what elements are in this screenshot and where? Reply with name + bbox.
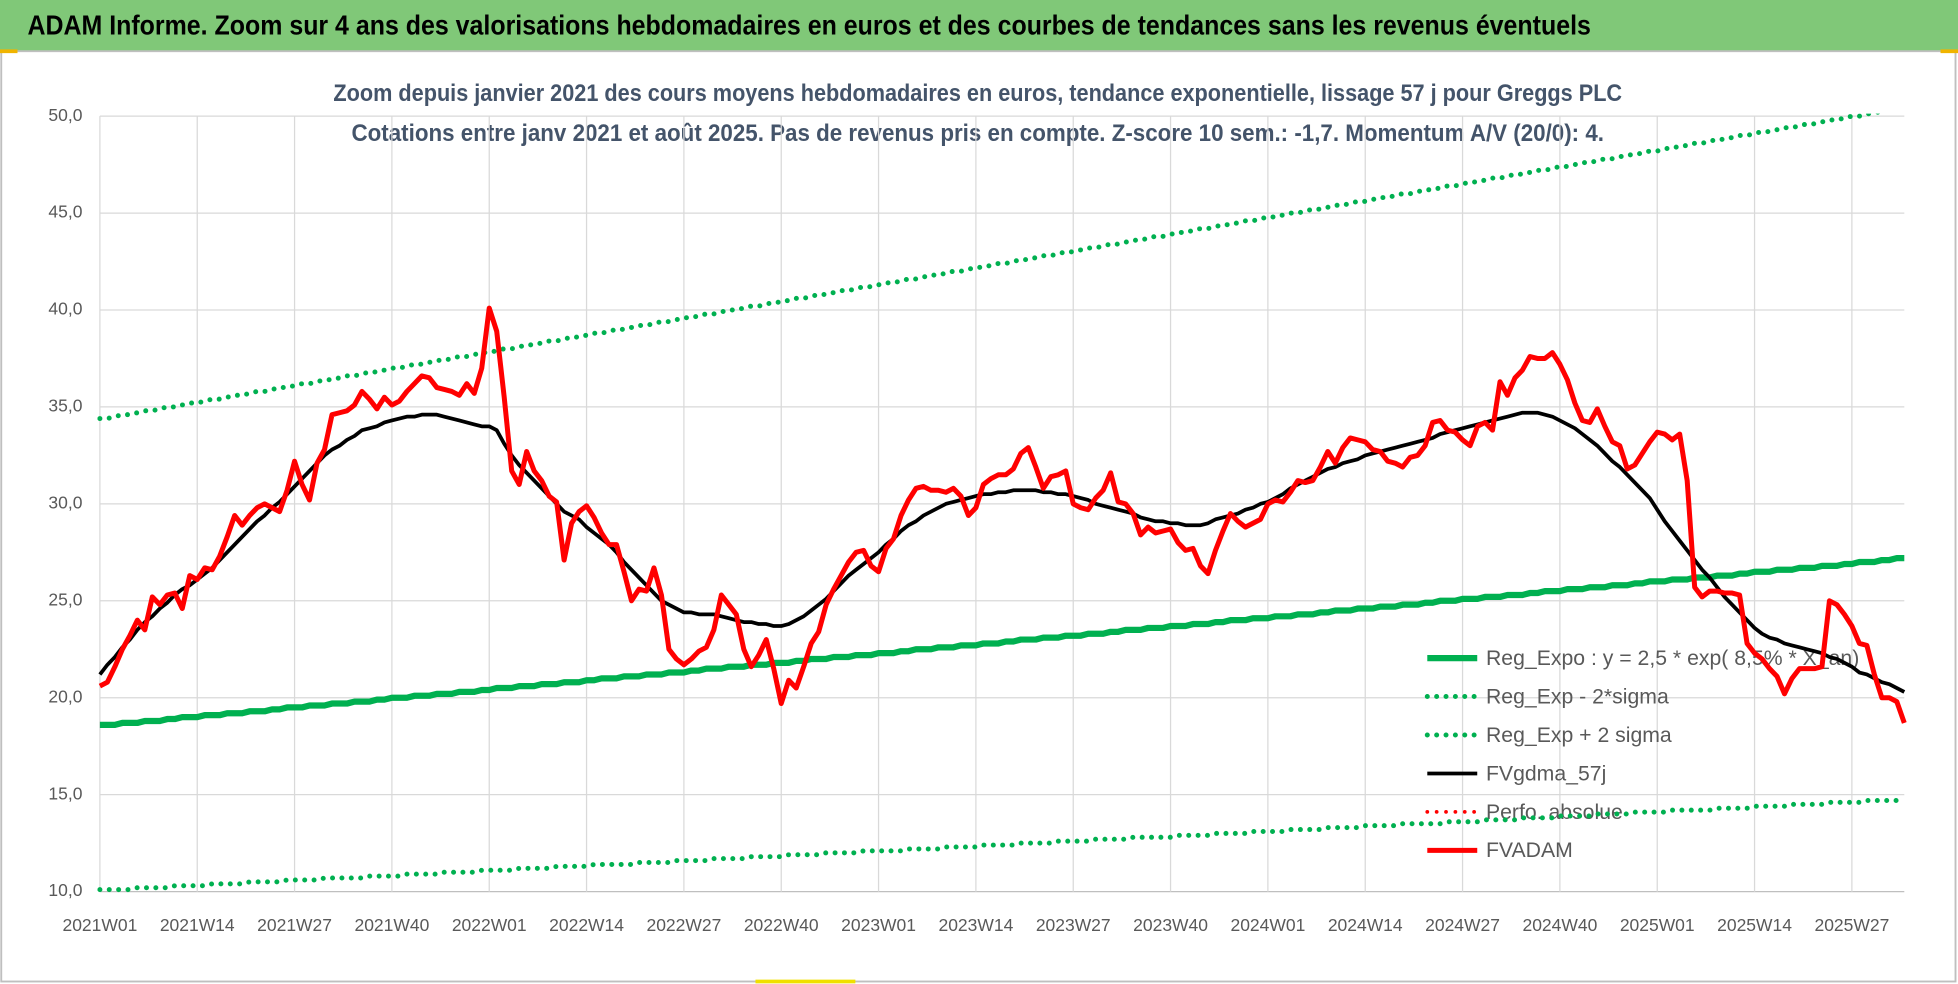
x-tick-label: 2024W40 (1523, 915, 1598, 935)
legend-label: FVADAM (1486, 839, 1573, 862)
legend-label: Reg_Exp - 2*sigma (1486, 685, 1669, 708)
x-tick-label: 2023W27 (1036, 915, 1111, 935)
x-tick-label: 2025W27 (1815, 915, 1890, 935)
header-bar (0, 0, 1958, 52)
legend-label: FVgdma_57j (1486, 762, 1606, 785)
x-tick-label: 2023W14 (939, 915, 1014, 935)
x-tick-label: 2025W01 (1620, 915, 1695, 935)
x-tick-label: 2021W14 (160, 915, 235, 935)
chart-subtitle: Zoom depuis janvier 2021 des cours moyen… (333, 81, 1622, 107)
x-tick-label: 2024W27 (1425, 915, 1500, 935)
x-tick-label: 2023W01 (841, 915, 916, 935)
x-tick-label: 2022W27 (647, 915, 722, 935)
series-line (97, 113, 1887, 422)
x-tick-label: 2023W40 (1133, 915, 1208, 935)
y-tick-label: 10,0 (48, 880, 82, 900)
y-tick-label: 40,0 (48, 299, 82, 319)
x-tick-label: 2021W40 (355, 915, 430, 935)
x-tick-label: 2024W14 (1328, 915, 1403, 935)
chart-subtitle: Cotations entre janv 2021 et août 2025. … (352, 121, 1604, 147)
x-tick-label: 2022W01 (452, 915, 527, 935)
y-tick-label: 20,0 (48, 686, 82, 706)
x-tick-label: 2021W27 (257, 915, 332, 935)
series-line (98, 305, 1907, 724)
x-tick-label: 2022W14 (549, 915, 624, 935)
legend-label: Reg_Exp + 2 sigma (1486, 724, 1672, 747)
grid: 10,0 15,0 20,0 25,0 30,0 35,0 40,0 45,0 50,0 2021… (48, 105, 1905, 935)
x-tick-label: 2025W14 (1717, 915, 1792, 935)
series-line (99, 555, 1905, 728)
x-tick-label: 2021W01 (63, 915, 138, 935)
plot-lines (97, 113, 1907, 893)
y-tick-label: 25,0 (48, 589, 82, 609)
x-tick-label: 2022W40 (744, 915, 819, 935)
y-tick-label: 45,0 (48, 202, 82, 222)
x-tick-label: 2024W01 (1231, 915, 1306, 935)
y-tick-label: 50,0 (48, 105, 82, 125)
y-tick-label: 15,0 (48, 783, 82, 803)
chart-title: ADAM Informe. Zoom sur 4 ans des valoris… (27, 10, 1590, 41)
series-line (97, 797, 1907, 893)
y-tick-label: 35,0 (48, 396, 82, 416)
chart-frame (0, 50, 1957, 983)
y-tick-label: 30,0 (48, 492, 82, 512)
series-line (98, 410, 1906, 694)
